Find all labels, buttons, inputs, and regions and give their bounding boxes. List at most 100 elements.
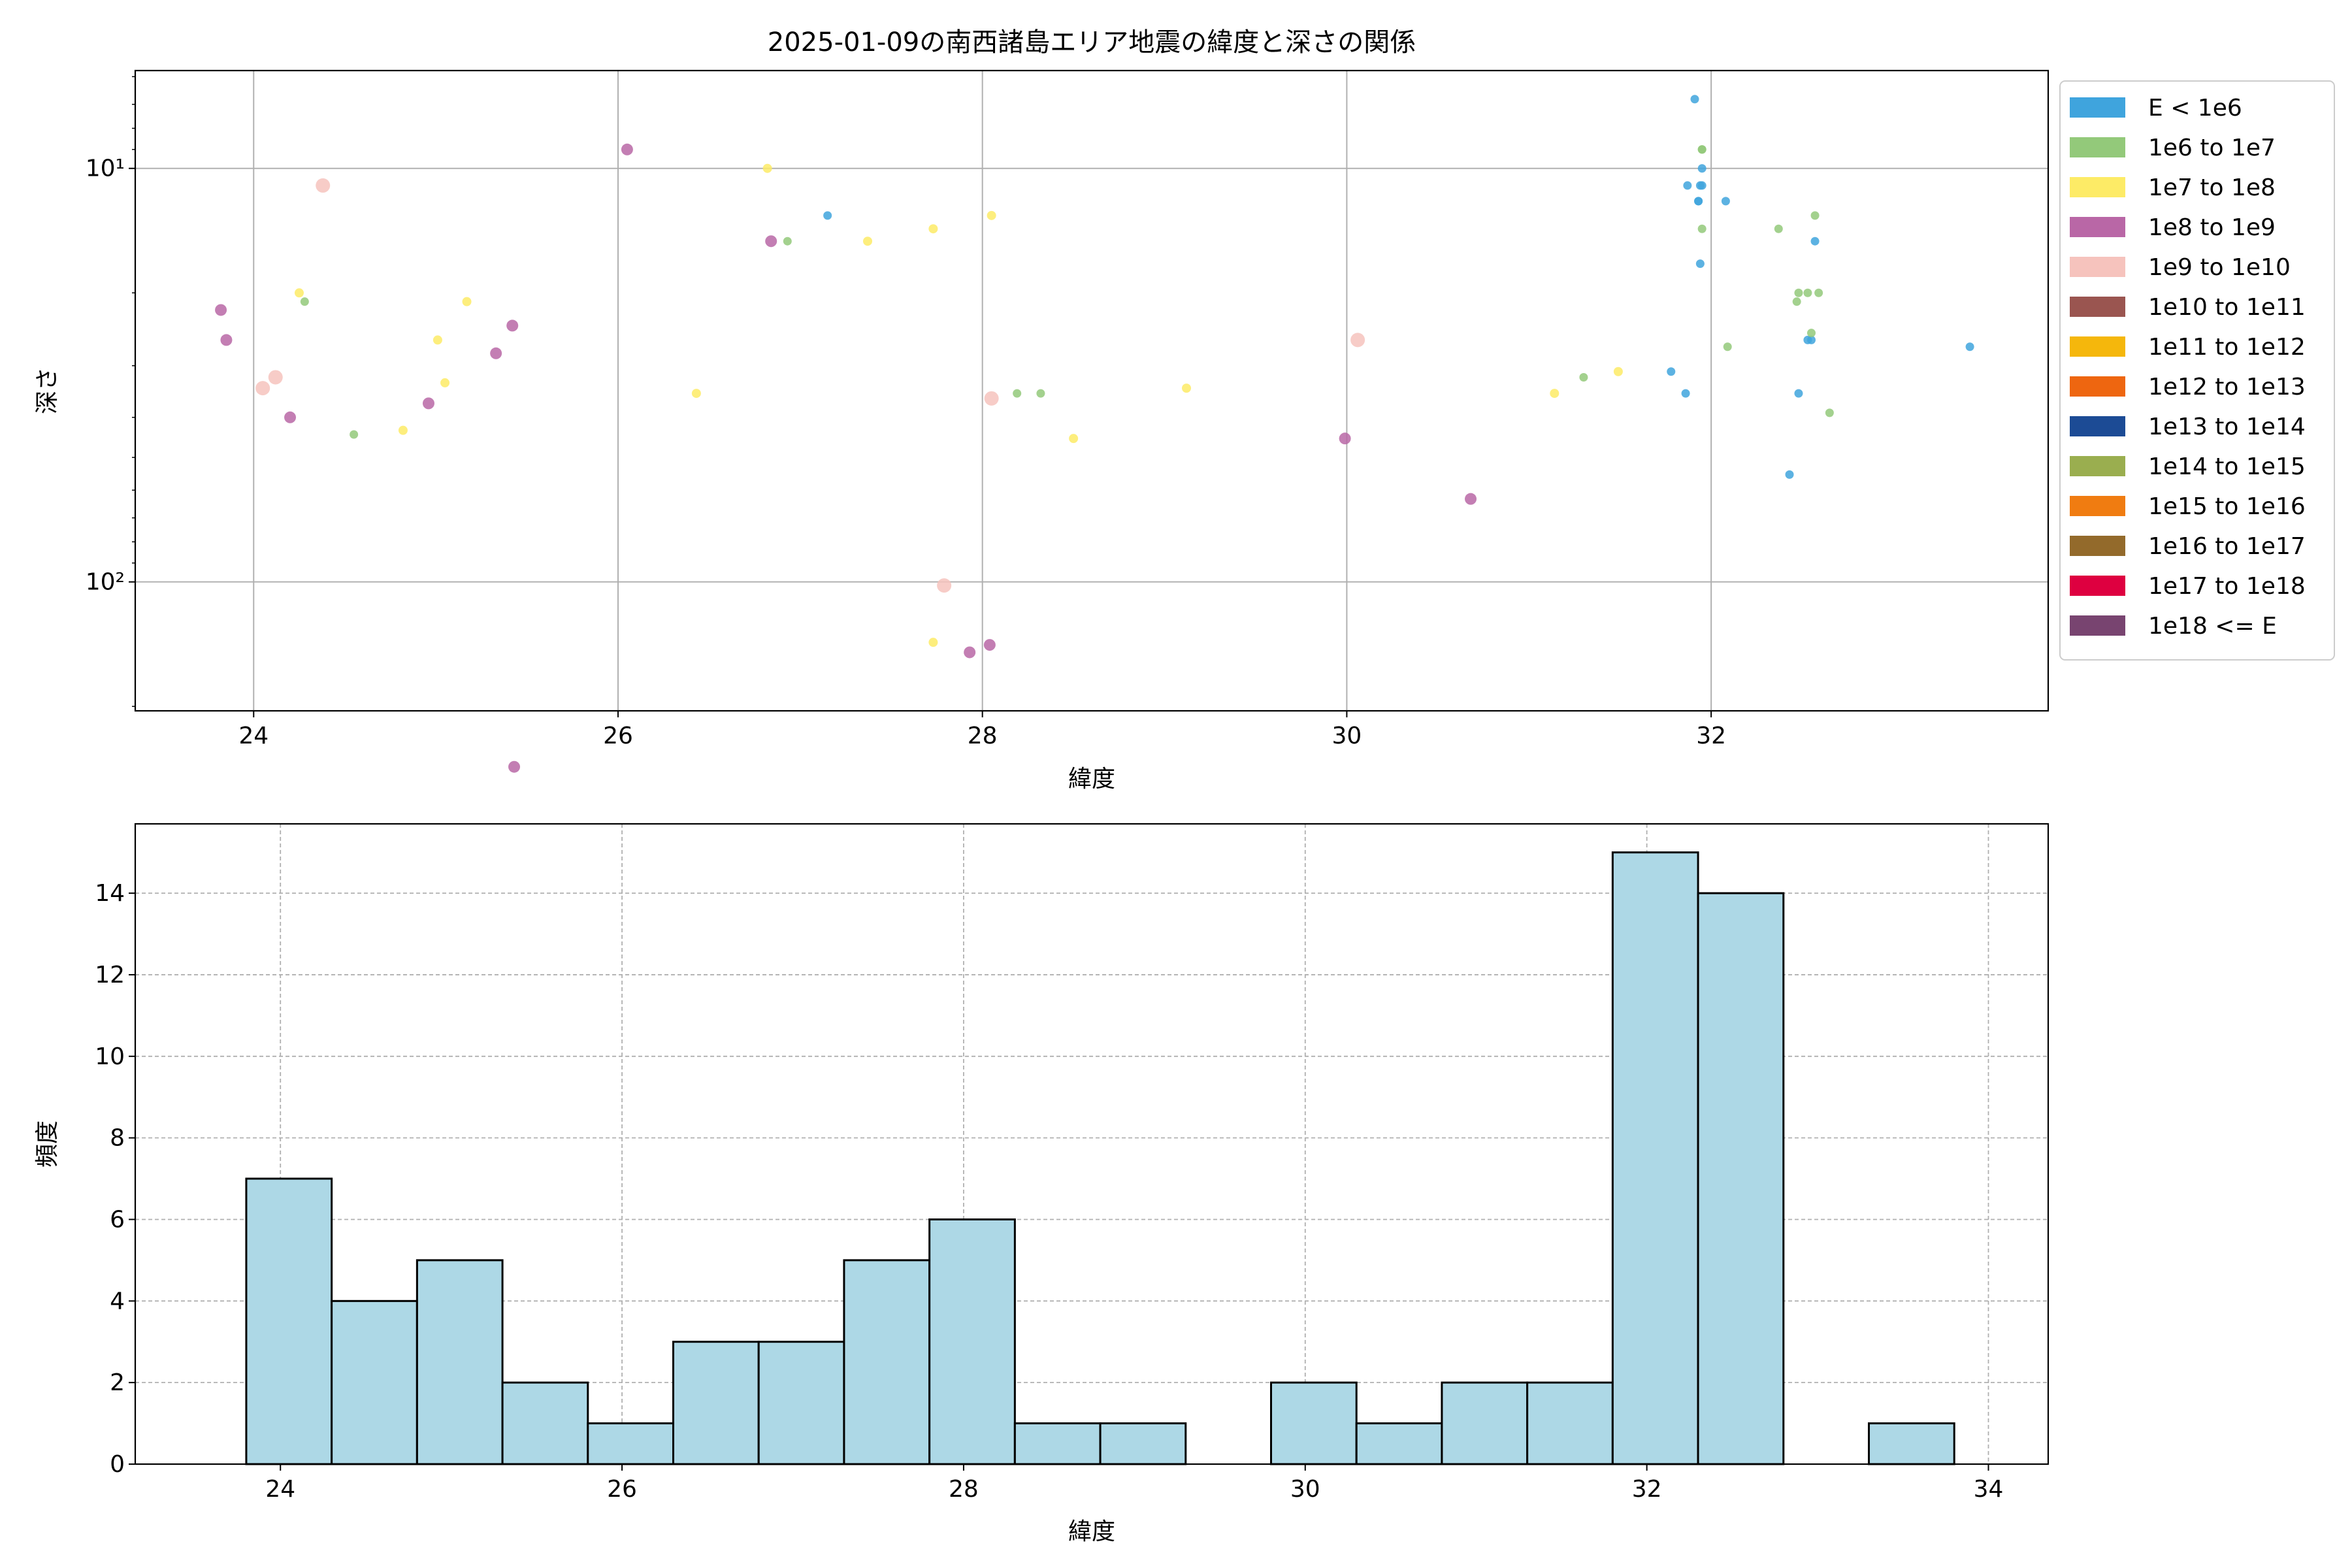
scatter-point [215,304,227,316]
y-tick-label: 12 [95,962,125,988]
x-tick-label: 28 [968,723,998,749]
y-tick-label: 14 [95,880,125,907]
scatter-point [937,578,952,593]
histogram-bar [672,1341,760,1465]
scatter-chart: 24 26 28 30 32 10¹ 10² 2025-01-09の南西諸島エリア地震の緯度… [34,27,2335,792]
scatter-point [1667,367,1676,376]
scatter-point [762,163,772,173]
histogram-bar [416,1259,504,1465]
scatter-point [621,143,633,155]
scatter-point [506,319,519,332]
scatter-point [1806,335,1816,344]
scatter-point [433,335,442,345]
legend-label: 1e13 to 1e14 [2148,414,2306,440]
y-tick-label: 10² [86,569,125,596]
scatter-point [268,370,283,385]
x-tick-label: 26 [607,1476,637,1503]
scatter-point [1697,164,1707,173]
y-tick-label: 2 [110,1369,125,1396]
legend-swatch [2070,536,2125,556]
scatter-y-axis-label: 深さ [34,367,61,414]
legend-swatch [2070,297,2125,317]
x-tick-label: 30 [1331,723,1362,749]
y-tick-label: 0 [110,1451,125,1478]
scatter-point [1794,288,1803,297]
histogram-bar [1441,1381,1529,1465]
scatter-point [783,237,792,246]
legend-label: 1e7 to 1e8 [2148,174,2276,201]
scatter-point [294,288,304,298]
legend-label: 1e14 to 1e15 [2148,453,2306,480]
scatter-point [1350,333,1365,348]
scatter-points [215,95,1974,773]
scatter-gridlines [135,71,2048,711]
scatter-point [1697,145,1707,154]
legend-swatch [2070,257,2125,277]
scatter-point [1794,389,1803,398]
legend-swatch [2070,496,2125,516]
legend-swatch [2070,576,2125,596]
histogram-bar [587,1422,674,1465]
scatter-point [462,297,472,306]
histogram-bar [928,1218,1016,1465]
histogram-x-axis-label: 緯度 [1068,1518,1115,1545]
legend-label: 1e11 to 1e12 [2148,334,2306,361]
legend-swatch [2070,456,2125,476]
x-tick-label: 34 [1974,1476,2004,1503]
x-tick-label: 32 [1696,723,1726,749]
scatter-point [1613,367,1623,376]
scatter-point [1814,288,1823,297]
scatter-point [440,378,450,387]
scatter-point [1550,389,1560,399]
legend-label: 1e15 to 1e16 [2148,493,2306,520]
histogram-bar [1697,892,1785,1465]
scatter-title: 2025-01-09の南西諸島エリア地震の緯度と深さの関係 [768,27,1416,57]
scatter-point [1697,181,1707,190]
legend-label: 1e6 to 1e7 [2148,135,2276,161]
scatter-point [1579,372,1588,382]
scatter-point [1036,389,1045,398]
legend-swatch [2070,177,2125,197]
y-tick-label: 6 [110,1206,125,1233]
scatter-point [255,381,270,396]
histogram-bar [1013,1422,1102,1465]
histogram-y-axis-label: 頻度 [34,1120,61,1168]
legend-label: 1e16 to 1e17 [2148,533,2306,560]
histogram-bar [331,1299,418,1465]
scatter-point [398,425,408,435]
x-tick-label: 24 [265,1476,295,1503]
scatter-point [983,639,996,651]
scatter-point [1774,224,1783,233]
scatter-point [1690,95,1699,104]
x-tick-label: 28 [949,1476,979,1503]
scatter-x-axis-label: 緯度 [1068,766,1115,792]
scatter-point [490,347,502,359]
scatter-point [1810,211,1820,220]
scatter-point [1069,434,1079,444]
histogram-bar [1355,1422,1443,1465]
scatter-point [765,235,777,248]
energy-legend: E < 1e6 1e6 to 1e7 1e7 to 1e8 1e8 to 1e9 1e9… [2059,80,2335,661]
x-tick-label: 24 [238,723,269,749]
scatter-point [1339,433,1351,445]
legend-swatch [2070,137,2125,157]
y-tick-label: 10 [95,1043,125,1070]
legend-label: 1e9 to 1e10 [2148,254,2291,281]
histogram-bar [1611,851,1699,1465]
scatter-point [1697,224,1707,233]
legend-swatch [2070,97,2125,118]
legend-label: 1e8 to 1e9 [2148,214,2276,241]
histogram-bar [1270,1381,1358,1465]
scatter-point [863,237,873,246]
legend-swatch [2070,376,2125,397]
scatter-axis-ticks: 24 26 28 30 32 10¹ 10² [86,76,1726,749]
scatter-point [1683,181,1692,190]
y-tick-label: 8 [110,1125,125,1152]
legend-swatch [2070,336,2125,357]
legend-label: E < 1e6 [2148,95,2242,122]
scatter-point [1465,493,1477,505]
scatter-point [1723,342,1732,351]
